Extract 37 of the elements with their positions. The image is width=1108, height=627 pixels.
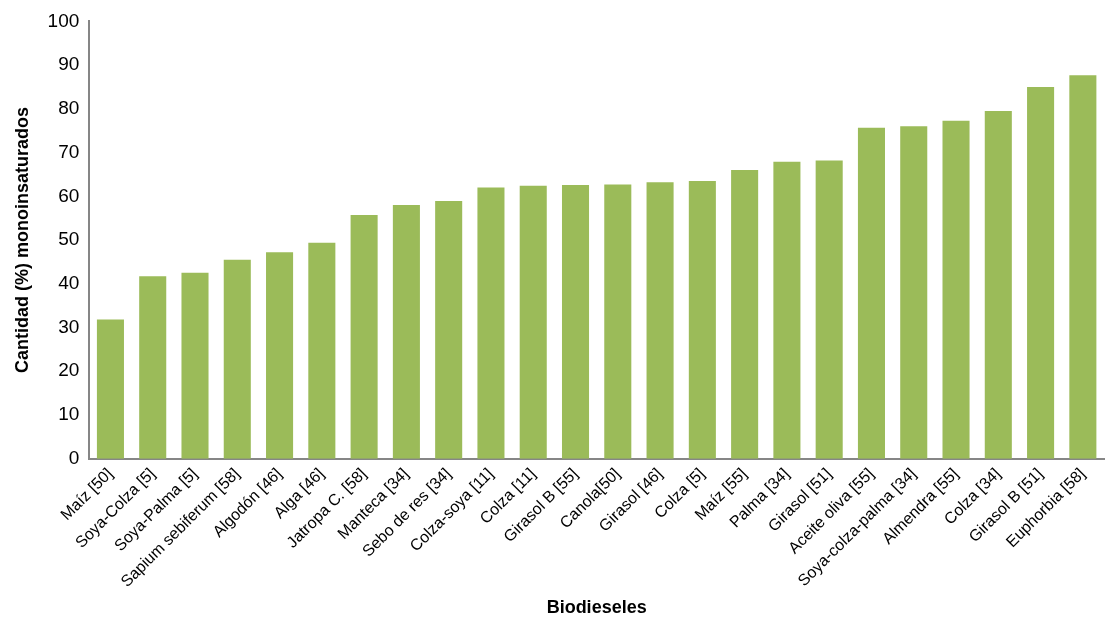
bar <box>519 185 547 459</box>
bar <box>96 319 124 459</box>
y-tick-label: 70 <box>58 140 80 162</box>
bar <box>857 127 885 459</box>
y-tick-label: 50 <box>58 228 80 250</box>
bar <box>688 180 716 459</box>
bar <box>181 272 209 459</box>
bar <box>350 215 378 459</box>
y-tick-label: 90 <box>58 53 80 75</box>
bar <box>942 120 970 459</box>
y-tick-label: 20 <box>58 359 80 381</box>
bar <box>266 252 294 459</box>
y-axis-title: Cantidad (%) monoinsaturados <box>11 107 32 374</box>
bar <box>646 182 674 459</box>
bar <box>984 111 1012 459</box>
bar <box>815 160 843 459</box>
bar <box>477 187 505 459</box>
bar <box>1069 75 1097 459</box>
bar <box>604 184 632 459</box>
y-tick-label: 60 <box>58 184 80 206</box>
y-tick-label: 10 <box>58 403 80 425</box>
y-tick-label: 40 <box>58 271 80 293</box>
bar <box>308 242 336 459</box>
x-axis-title: Biodieseles <box>546 597 647 618</box>
bar <box>392 205 420 459</box>
y-tick-label: 100 <box>47 9 80 31</box>
bar <box>731 170 759 459</box>
bar <box>435 201 463 459</box>
bar <box>773 161 801 459</box>
y-tick-label: 30 <box>58 315 80 337</box>
y-tick-label: 0 <box>68 446 80 468</box>
bar <box>223 259 251 459</box>
bar <box>139 276 167 459</box>
y-tick-label: 80 <box>58 97 80 119</box>
bar <box>561 184 590 459</box>
bar <box>900 126 928 459</box>
bar <box>1027 86 1055 459</box>
